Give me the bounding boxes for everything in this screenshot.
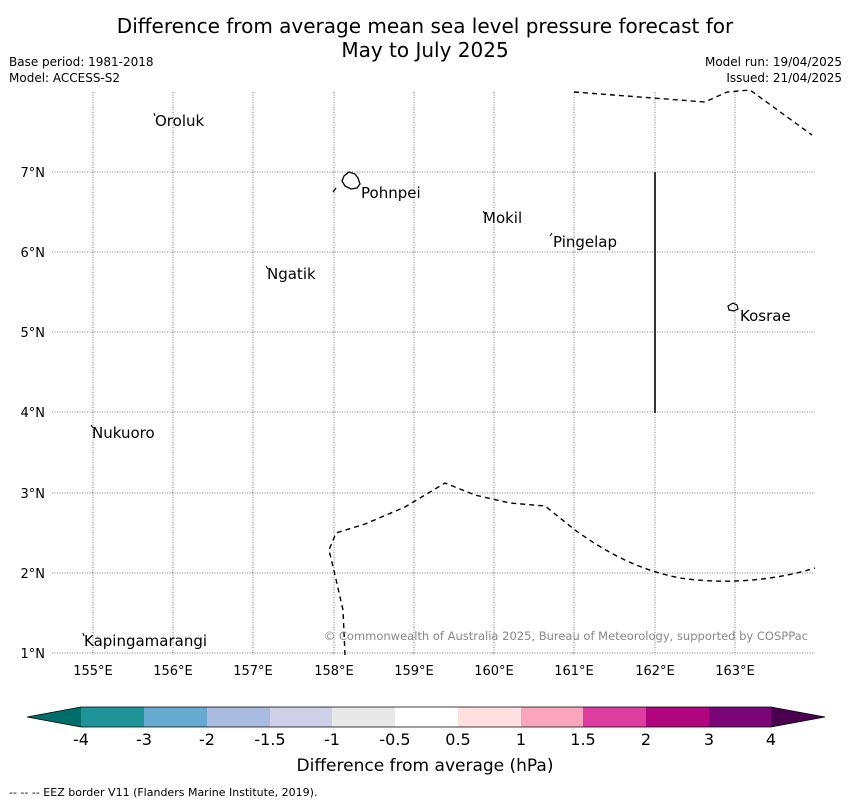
colorbar-tick: 0.5	[445, 730, 470, 749]
colorbar-tick: -0.5	[379, 730, 410, 749]
colorbar-extend-right	[771, 707, 825, 727]
colorbar-tick: 2	[641, 730, 651, 749]
colorbar-bin	[207, 707, 270, 727]
colorbar-outline	[26, 706, 826, 728]
colorbar-extend-left	[27, 707, 81, 727]
mokil-atoll-icon	[482, 210, 486, 215]
place-label-mokil: Mokil	[483, 209, 522, 227]
colorbar-bin	[144, 707, 207, 727]
oroluk-atoll-icon	[153, 112, 156, 117]
colorbar-bin	[458, 707, 521, 727]
colorbar-bin	[81, 707, 144, 727]
colorbar-bin	[583, 707, 646, 727]
lat-label: 6°N	[21, 246, 46, 261]
colorbar-bin	[270, 707, 332, 727]
lat-label: 7°N	[21, 166, 46, 181]
colorbar-tick: -4	[73, 730, 89, 749]
place-label-oroluk: Oroluk	[155, 112, 204, 130]
colorbar-tick: 3	[704, 730, 714, 749]
lat-label: 1°N	[21, 647, 46, 662]
eez-legend: -- -- -- EEZ border V11 (Flanders Marine…	[9, 786, 318, 799]
lat-label: 3°N	[21, 487, 46, 502]
lon-label: 155°E	[73, 664, 113, 679]
colorbar-tick: -3	[136, 730, 152, 749]
colorbar-bin	[709, 707, 771, 727]
colorbar	[26, 706, 826, 728]
meta-left: Base period: 1981-2018 Model: ACCESS-S2	[9, 54, 154, 86]
colorbar-bin	[646, 707, 709, 727]
place-label-kapingamarangi: Kapingamarangi	[84, 632, 207, 650]
eez-border-fragment	[332, 187, 337, 193]
place-label-kosrae: Kosrae	[740, 307, 791, 325]
place-label-nukuoro: Nukuoro	[92, 424, 155, 442]
title-line-2: May to July 2025	[341, 38, 509, 62]
colorbar-tick: -2	[199, 730, 215, 749]
colorbar-tick: 1.5	[570, 730, 595, 749]
colorbar-label: Difference from average (hPa)	[296, 756, 554, 776]
title-line-1: Difference from average mean sea level p…	[116, 14, 734, 38]
colorbar-tick: -1.5	[254, 730, 285, 749]
colorbar-bin	[395, 707, 458, 727]
pohnpei-island-icon	[341, 171, 361, 190]
lon-label: 157°E	[233, 664, 273, 679]
ngatik-atoll-icon	[265, 265, 269, 270]
lon-label: 161°E	[554, 664, 594, 679]
place-label-ngatik: Ngatik	[267, 265, 316, 283]
colorbar-bin	[332, 707, 395, 727]
lon-label: 158°E	[314, 664, 354, 679]
model-run-text: Model run: 19/04/2025	[704, 55, 842, 69]
colorbar-bin	[521, 707, 583, 727]
kosrae-island-icon	[727, 302, 739, 312]
lon-label: 162°E	[635, 664, 675, 679]
copyright-text: © Commonwealth of Australia 2025, Bureau…	[324, 629, 808, 643]
lat-label: 5°N	[21, 326, 46, 341]
colorbar-tick: 4	[766, 730, 776, 749]
model-text: Model: ACCESS-S2	[9, 71, 121, 85]
meta-right: Model run: 19/04/2025 Issued: 21/04/2025	[705, 54, 842, 86]
lon-label: 159°E	[394, 664, 434, 679]
eez-borders	[328, 89, 816, 656]
place-label-pohnpei: Pohnpei	[361, 184, 421, 202]
lon-label: 156°E	[153, 664, 193, 679]
page-title: Difference from average mean sea level p…	[0, 14, 850, 62]
kapingamarangi-atoll-icon	[82, 632, 85, 637]
issued-text: Issued: 21/04/2025	[726, 71, 842, 85]
colorbar-tick: -1	[324, 730, 340, 749]
place-label-pingelap: Pingelap	[553, 233, 617, 251]
lon-label: 160°E	[474, 664, 514, 679]
lat-labels: 7°N 6°N 5°N 4°N 3°N 2°N 1°N	[21, 166, 46, 662]
place-labels: Oroluk Pohnpei Mokil Pingelap Ngatik Kos…	[84, 112, 791, 650]
eez-border-north	[573, 89, 813, 136]
lon-label: 163°E	[715, 664, 755, 679]
lat-label: 4°N	[21, 406, 46, 421]
lon-labels: 155°E 156°E 157°E 158°E 159°E 160°E 161°…	[73, 664, 755, 679]
nukuoro-atoll-icon	[90, 424, 94, 429]
lat-label: 2°N	[21, 567, 46, 582]
colorbar-tick: 1	[516, 730, 526, 749]
graticule	[52, 92, 815, 655]
colorbar-ticks: -4 -3 -2 -1.5 -1 -0.5 0.5 1 1.5 2 3 4	[73, 730, 776, 749]
base-period-text: Base period: 1981-2018	[9, 55, 154, 69]
pingelap-atoll-icon	[549, 232, 553, 237]
eez-border-south	[328, 482, 816, 656]
atoll-marks	[82, 112, 553, 637]
